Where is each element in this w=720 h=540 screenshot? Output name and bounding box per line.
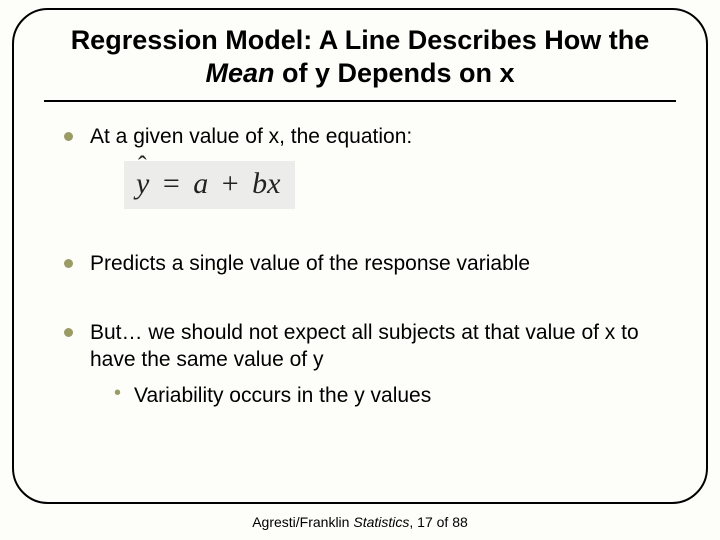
bullet-1-text: At a given value of x, the equation: — [90, 125, 412, 148]
slide-frame: Regression Model: A Line Describes How t… — [12, 8, 708, 504]
eq-equals: = — [157, 167, 186, 200]
slide-title: Regression Model: A Line Describes How t… — [50, 24, 670, 90]
eq-yhat: y — [136, 165, 149, 203]
footer-work: Statistics — [353, 514, 409, 530]
footer-sep: , — [409, 514, 417, 530]
sub-bullet-1: Variability occurs in the y values — [114, 382, 670, 409]
equation: y = a + bx — [124, 161, 295, 209]
equation-wrap: y = a + bx — [124, 161, 670, 209]
title-divider — [44, 100, 676, 102]
footer-total: 88 — [452, 514, 468, 530]
bullet-item-1: At a given value of x, the equation: y =… — [64, 124, 670, 209]
bullet-item-2: Predicts a single value of the response … — [64, 251, 670, 278]
bullet-list: At a given value of x, the equation: y =… — [50, 124, 670, 409]
sub-bullet-1-text: Variability occurs in the y values — [134, 384, 431, 407]
eq-x: x — [267, 167, 280, 200]
eq-a: a — [193, 167, 208, 200]
bullet-2-text: Predicts a single value of the response … — [90, 252, 530, 275]
title-pre: Regression Model: A Line Describes How t… — [71, 25, 650, 55]
sub-bullet-list: Variability occurs in the y values — [90, 382, 670, 409]
title-post: of y Depends on x — [274, 58, 514, 88]
bullet-item-3: But… we should not expect all subjects a… — [64, 320, 670, 409]
bullet-3-text: But… we should not expect all subjects a… — [90, 321, 639, 371]
title-italic: Mean — [205, 58, 274, 88]
eq-plus: + — [216, 167, 245, 200]
eq-b: b — [252, 167, 267, 200]
footer-page: 17 — [417, 514, 433, 530]
footer-authors: Agresti/Franklin — [252, 514, 353, 530]
slide-footer: Agresti/Franklin Statistics, 17 of 88 — [0, 514, 720, 530]
footer-of: of — [433, 514, 452, 530]
